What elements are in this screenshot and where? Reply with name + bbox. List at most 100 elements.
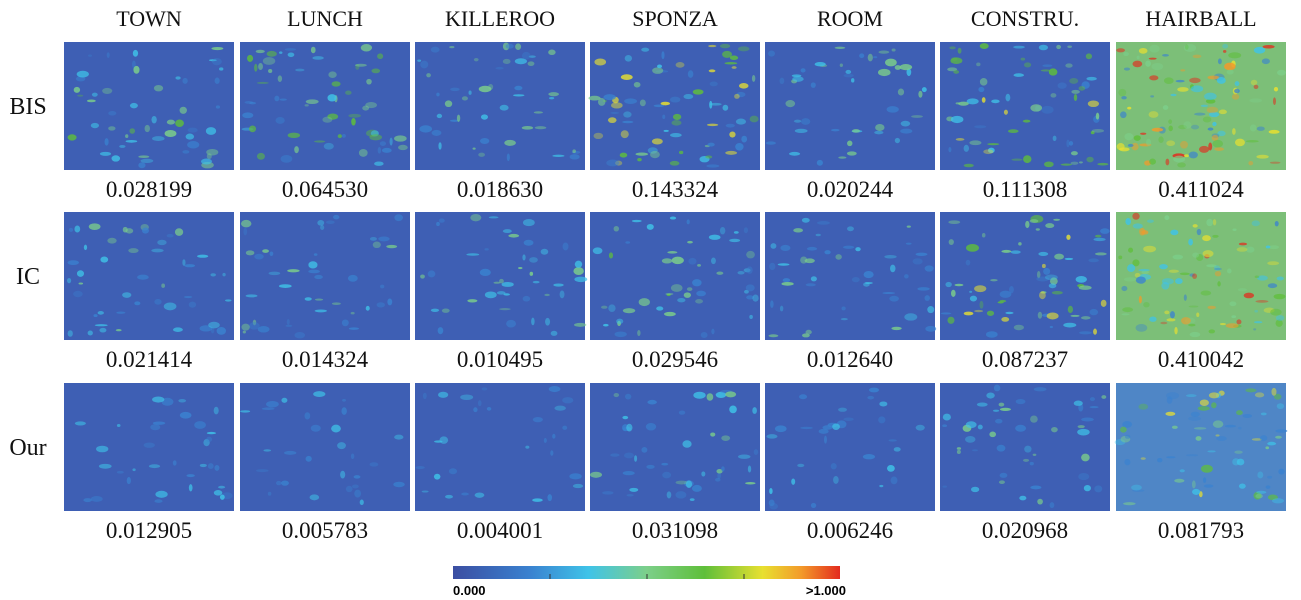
heat-spot [525, 446, 529, 449]
heat-spot [380, 141, 386, 146]
heat-spot [214, 490, 223, 496]
heat-spot [552, 434, 555, 439]
heat-spot [958, 102, 969, 106]
heat-spot [884, 255, 896, 258]
heat-spot [982, 97, 986, 103]
heat-spot [966, 421, 977, 428]
heat-spot [847, 151, 857, 155]
heat-spot [1238, 427, 1242, 430]
heat-spot [769, 263, 775, 270]
heat-spot [562, 426, 567, 430]
heat-spot [974, 125, 986, 128]
heat-spot [220, 495, 225, 500]
heat-spot [1124, 277, 1137, 281]
heat-spot [1089, 406, 1098, 408]
heat-spot [966, 244, 979, 252]
heat-spot [1122, 307, 1133, 312]
heat-spot [432, 130, 442, 136]
heat-spot [1277, 403, 1284, 409]
heat-spot [1041, 106, 1053, 114]
heat-spot [68, 260, 79, 265]
heat-spot [867, 396, 874, 400]
heat-spot [1214, 147, 1224, 151]
heat-spot [1225, 425, 1236, 428]
heat-spot [320, 225, 324, 230]
heat-spot [815, 62, 826, 66]
heat-spot [1196, 312, 1199, 317]
heat-spot [1058, 82, 1067, 88]
heat-spot [1163, 105, 1169, 110]
heat-spot [610, 112, 619, 114]
heat-spot [390, 138, 393, 146]
heat-spot [1184, 294, 1187, 300]
heat-spot [317, 220, 324, 226]
heat-spot [1204, 93, 1217, 100]
heat-spot [720, 44, 730, 48]
heat-spot [366, 79, 372, 85]
heat-spot [243, 228, 247, 236]
heat-spot [133, 66, 139, 74]
heat-spot [1211, 402, 1216, 408]
heat-spot [178, 399, 186, 403]
heat-spot [1071, 90, 1080, 94]
heat-spot [288, 133, 300, 138]
heat-spot [611, 102, 623, 108]
heat-spot [262, 249, 269, 253]
heat-spot [766, 434, 777, 438]
heat-spot [437, 114, 442, 118]
heat-spot [563, 243, 569, 251]
heat-spot [1120, 427, 1127, 433]
heat-spot [1050, 502, 1055, 508]
heat-spot [1254, 47, 1265, 54]
heat-spot [126, 140, 138, 143]
heat-spot [1079, 286, 1092, 290]
heat-spot [1275, 221, 1279, 226]
heat-spot [732, 66, 737, 69]
heat-spot [957, 450, 961, 454]
heat-spot [180, 412, 192, 419]
heat-spot [99, 328, 106, 333]
heat-spot [1207, 107, 1218, 113]
heat-spot [744, 227, 748, 233]
heat-spot [1124, 459, 1130, 466]
heat-spot [1183, 121, 1191, 128]
heatmap-image [64, 212, 234, 340]
heat-spot [1246, 140, 1259, 143]
heat-spot [629, 488, 638, 492]
error-value: 0.111308 [983, 177, 1068, 202]
heat-spot [650, 151, 660, 158]
heat-spot [189, 484, 193, 491]
heat-spot [1166, 456, 1175, 458]
heatmap-image [765, 212, 936, 340]
heat-spot [1013, 73, 1024, 77]
heat-spot [137, 275, 149, 280]
heat-spot [769, 503, 778, 509]
heat-spot [709, 69, 716, 72]
heat-spot [1084, 485, 1091, 491]
heat-spot [524, 240, 534, 246]
heat-spot [1094, 238, 1106, 241]
heat-spot [978, 425, 983, 430]
heat-spot [620, 153, 628, 158]
heat-spot [806, 283, 816, 286]
heat-spot [1172, 426, 1178, 429]
heat-spot [332, 81, 341, 86]
heat-spot [852, 129, 860, 133]
heat-spot [1011, 250, 1021, 253]
heat-spot [708, 143, 715, 147]
heat-spot [532, 498, 543, 502]
heat-spot [892, 48, 896, 51]
heat-spot [1164, 311, 1169, 315]
heat-spot [394, 135, 407, 141]
error-value: 0.081793 [1158, 518, 1244, 543]
heat-spot [723, 105, 729, 111]
heat-spot [964, 145, 969, 152]
heat-spot [1053, 219, 1060, 221]
heat-spot [138, 155, 149, 158]
heat-spot [615, 331, 627, 337]
heat-spot [882, 292, 895, 294]
heat-spot [1165, 412, 1175, 416]
heat-spot [1149, 317, 1156, 322]
heat-spot [214, 407, 219, 415]
heat-spot [1116, 48, 1125, 52]
